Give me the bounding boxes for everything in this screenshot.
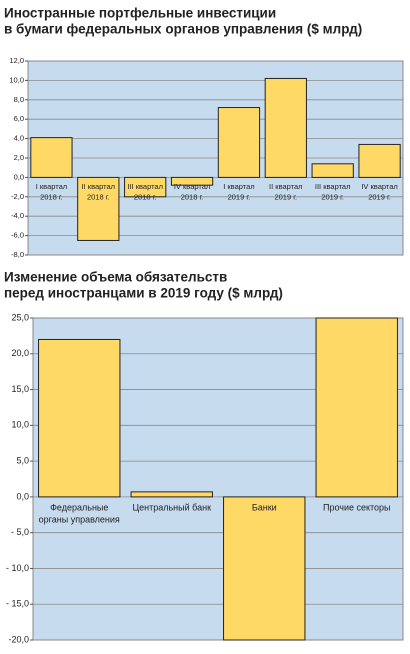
x-tick-label: Банки bbox=[252, 502, 277, 512]
bar bbox=[38, 338, 121, 498]
x-tick-label: органы управления bbox=[39, 514, 120, 524]
bar bbox=[130, 491, 213, 498]
y-tick-label: -4,0 bbox=[11, 211, 24, 220]
bar bbox=[77, 176, 120, 241]
y-tick-label: 10,0 bbox=[9, 75, 24, 84]
y-tick-label: 15,0 bbox=[11, 384, 29, 394]
bar bbox=[124, 176, 167, 198]
y-tick-label: - 5,0 bbox=[11, 527, 29, 537]
x-tick-label: III квартал bbox=[127, 182, 163, 191]
x-tick-label: 2018 г. bbox=[40, 192, 63, 201]
x-tick-label: IV квартал bbox=[174, 182, 210, 191]
x-tick-label: III квартал bbox=[315, 182, 351, 191]
x-tick-label: 2019 г. bbox=[274, 192, 297, 201]
x-tick-label: I квартал bbox=[223, 182, 254, 191]
chart-title: Иностранные портфельные инвестиции bbox=[4, 6, 276, 21]
y-tick-label: 8,0 bbox=[14, 95, 24, 104]
y-tick-label: 10,0 bbox=[11, 420, 29, 430]
chart-title: Изменение объема обязательств bbox=[4, 270, 227, 285]
x-tick-label: 2018 г. bbox=[181, 192, 204, 201]
y-tick-label: - 10,0 bbox=[6, 563, 29, 573]
chart-title: перед иностранцами в 2019 году ($ млрд) bbox=[4, 286, 283, 301]
bar bbox=[264, 77, 307, 178]
bar bbox=[223, 496, 306, 641]
x-tick-label: II квартал bbox=[82, 182, 116, 191]
bar bbox=[170, 176, 214, 186]
bar bbox=[358, 143, 401, 178]
x-tick-label: I квартал bbox=[36, 182, 67, 191]
y-tick-label: 4,0 bbox=[14, 134, 24, 143]
y-tick-label: 12,0 bbox=[9, 56, 24, 65]
y-tick-label: - 15,0 bbox=[6, 599, 29, 609]
x-tick-label: Центральный банк bbox=[132, 502, 211, 512]
x-tick-label: II квартал bbox=[269, 182, 303, 191]
x-tick-label: 2018 г. bbox=[87, 192, 110, 201]
y-tick-label: -6,0 bbox=[11, 231, 24, 240]
x-tick-label: Федеральные bbox=[50, 502, 108, 512]
y-tick-label: 25,0 bbox=[11, 312, 29, 322]
x-tick-label: 2019 г. bbox=[228, 192, 251, 201]
x-tick-label: 2019 г. bbox=[368, 192, 391, 201]
y-tick-label: 6,0 bbox=[14, 114, 24, 123]
y-tick-label: 5,0 bbox=[16, 455, 29, 465]
x-tick-label: 2018 г. bbox=[134, 192, 157, 201]
y-tick-label: -20,0 bbox=[8, 634, 29, 644]
bar bbox=[311, 163, 354, 178]
bar bbox=[217, 107, 261, 178]
x-tick-label: 2019 г. bbox=[321, 192, 344, 201]
y-tick-label: -2,0 bbox=[11, 192, 24, 201]
y-tick-label: 0,0 bbox=[16, 491, 29, 501]
bar bbox=[315, 317, 398, 498]
bar bbox=[30, 137, 73, 178]
x-tick-label: Прочие секторы bbox=[323, 502, 391, 512]
y-tick-label: 20,0 bbox=[11, 348, 29, 358]
y-tick-label: 2,0 bbox=[14, 153, 24, 162]
y-tick-label: -8,0 bbox=[11, 250, 24, 259]
chart-title: в бумаги федеральных органов управления … bbox=[4, 22, 362, 37]
x-tick-label: IV квартал bbox=[361, 182, 397, 191]
y-tick-label: 0,0 bbox=[14, 172, 24, 181]
